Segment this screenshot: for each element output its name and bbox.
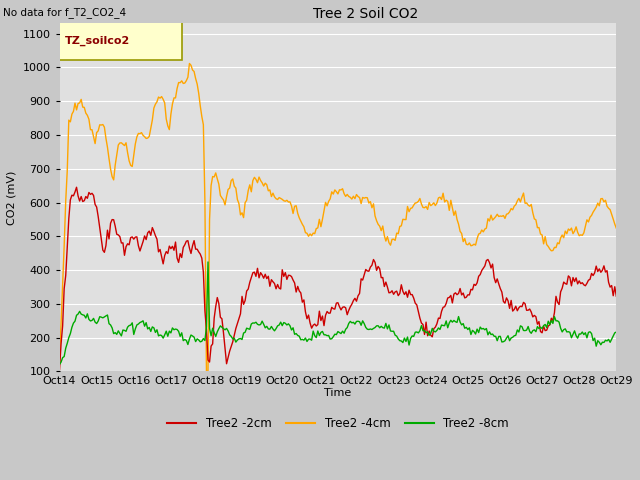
Tree2 -4cm [394,231,402,237]
Tree2 -8cm [159,335,167,341]
Tree2 -4cm [56,354,63,360]
Tree2 -2cm [546,322,554,328]
Tree2 -8cm [56,361,63,367]
X-axis label: Time: Time [324,388,351,398]
Tree2 -4cm [159,96,167,102]
Tree2 -2cm [71,189,79,195]
Tree2 -2cm [405,288,413,293]
Legend: Tree2 -2cm, Tree2 -4cm, Tree2 -8cm: Tree2 -2cm, Tree2 -4cm, Tree2 -8cm [162,413,514,435]
Tree2 -2cm [393,288,401,294]
Tree2 -2cm [612,293,620,299]
Text: No data for f_T2_CO2_4: No data for f_T2_CO2_4 [3,7,126,18]
FancyBboxPatch shape [54,22,182,60]
Tree2 -8cm [612,329,620,335]
Tree2 -2cm [374,264,382,269]
Tree2 -4cm [547,248,555,253]
Line: Tree2 -8cm: Tree2 -8cm [60,262,616,364]
Line: Tree2 -2cm: Tree2 -2cm [60,187,616,370]
Line: Tree2 -4cm: Tree2 -4cm [60,63,616,372]
Tree2 -4cm [186,60,193,66]
Tree2 -8cm [204,259,212,265]
Tree2 -8cm [405,342,413,348]
Tree2 -8cm [71,318,79,324]
Tree2 -8cm [374,323,382,329]
Tree2 -4cm [71,100,79,106]
Title: Tree 2 Soil CO2: Tree 2 Soil CO2 [313,7,419,21]
Tree2 -2cm [56,367,63,372]
Tree2 -4cm [612,225,620,231]
Tree2 -4cm [407,205,415,211]
Tree2 -8cm [546,322,554,327]
Tree2 -2cm [73,184,81,190]
Tree2 -2cm [161,252,168,258]
Tree2 -8cm [393,333,401,339]
Y-axis label: CO2 (mV): CO2 (mV) [7,170,17,225]
Tree2 -4cm [204,369,212,374]
Tree2 -4cm [376,223,383,229]
Text: TZ_soilco2: TZ_soilco2 [65,36,131,46]
